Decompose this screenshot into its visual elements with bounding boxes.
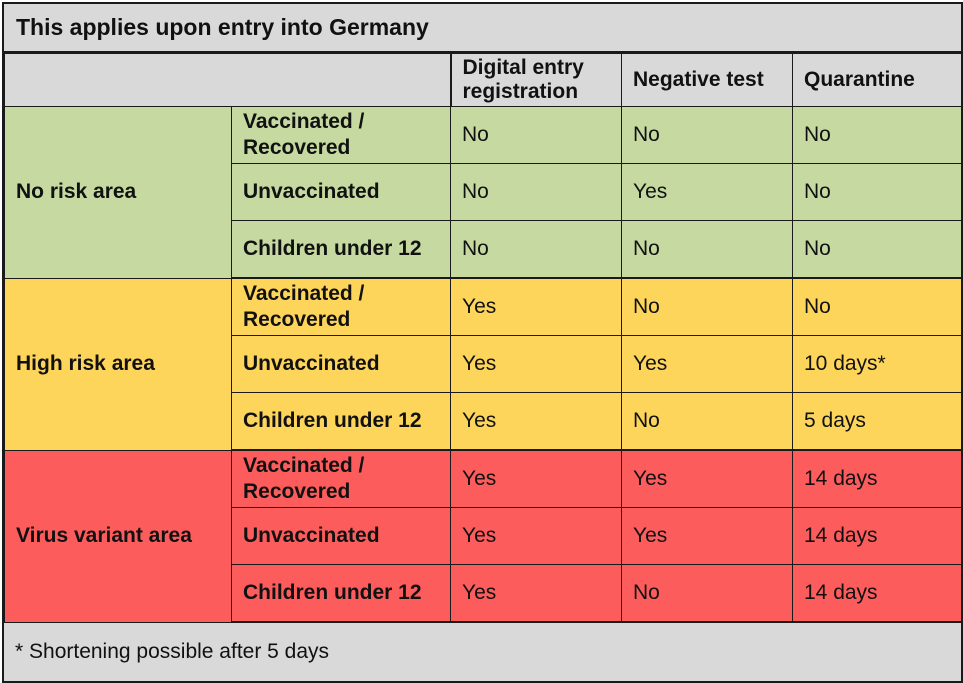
quarantine-cell: 14 days	[792, 564, 962, 623]
category-label: Unvaccinated	[231, 163, 451, 221]
quarantine-cell: No	[792, 220, 962, 279]
category-label: Vaccinated / Recovered	[231, 449, 451, 508]
quarantine-cell: 5 days	[792, 392, 962, 451]
test-cell: Yes	[621, 507, 793, 565]
table-row: Children under 12 Yes No 14 days	[5, 564, 962, 623]
quarantine-cell: 14 days	[792, 449, 962, 508]
entry-cell: No	[450, 163, 622, 221]
area-no-risk: No risk area	[4, 106, 232, 279]
entry-cell: Yes	[450, 277, 622, 336]
table-row: Virus variant area Vaccinated / Recovere…	[4, 449, 962, 623]
header-blank-cell	[4, 53, 452, 107]
entry-cell: Yes	[450, 564, 622, 623]
rules-grid: Digital entry registration Negative test…	[4, 53, 962, 623]
quarantine-cell: No	[792, 106, 962, 164]
table-row: Unvaccinated Yes Yes 10 days*	[5, 335, 962, 393]
header-digital-entry: Digital entry registration	[450, 53, 622, 107]
area-high-risk: High risk area	[4, 277, 232, 451]
test-cell: No	[621, 277, 793, 336]
quarantine-cell: No	[792, 163, 962, 221]
category-label: Vaccinated / Recovered	[231, 106, 451, 164]
entry-cell: Yes	[450, 507, 622, 565]
test-cell: Yes	[621, 449, 793, 508]
quarantine-cell: 14 days	[792, 507, 962, 565]
category-label: Unvaccinated	[231, 507, 451, 565]
category-label: Vaccinated / Recovered	[231, 277, 451, 336]
header-negative-test: Negative test	[621, 53, 793, 107]
header-row: Digital entry registration Negative test…	[4, 53, 962, 107]
table-title: This applies upon entry into Germany	[4, 4, 961, 53]
entry-cell: Yes	[450, 392, 622, 451]
test-cell: Yes	[621, 335, 793, 393]
category-label: Unvaccinated	[231, 335, 451, 393]
quarantine-cell: No	[792, 277, 962, 336]
quarantine-cell: 10 days*	[792, 335, 962, 393]
test-cell: No	[621, 392, 793, 451]
test-cell: No	[621, 220, 793, 279]
category-label: Children under 12	[231, 392, 451, 451]
entry-cell: No	[450, 106, 622, 164]
table-row: Children under 12 Yes No 5 days	[5, 392, 962, 451]
table-row: Unvaccinated No Yes No	[5, 163, 962, 221]
entry-cell: No	[450, 220, 622, 279]
test-cell: No	[621, 106, 793, 164]
test-cell: Yes	[621, 163, 793, 221]
area-virus-variant: Virus variant area	[4, 449, 232, 623]
test-cell: No	[621, 564, 793, 623]
table-row: High risk area Vaccinated / Recovered Ye…	[4, 277, 962, 451]
table-row: Children under 12 No No No	[5, 220, 962, 279]
category-label: Children under 12	[231, 564, 451, 623]
header-quarantine: Quarantine	[792, 53, 962, 107]
table-row: Unvaccinated Yes Yes 14 days	[5, 507, 962, 565]
table-row: No risk area Vaccinated / Recovered No N…	[4, 106, 962, 279]
entry-cell: Yes	[450, 449, 622, 508]
category-label: Children under 12	[231, 220, 451, 279]
entry-cell: Yes	[450, 335, 622, 393]
footnote: * Shortening possible after 5 days	[4, 623, 961, 680]
